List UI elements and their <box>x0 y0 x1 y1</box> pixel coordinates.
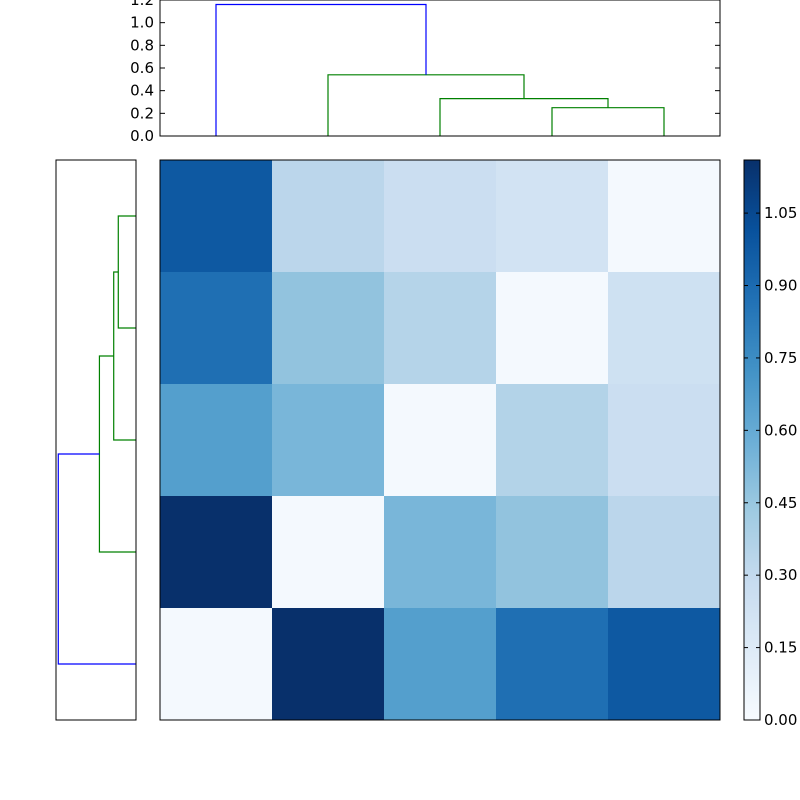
heatmap-cell <box>272 272 385 385</box>
heatmap-cell <box>384 160 497 273</box>
colorbar-tick-label: 0.75 <box>764 349 797 367</box>
heatmap <box>159 159 721 721</box>
top-dendrogram-link <box>551 107 665 136</box>
colorbar-gradient <box>744 160 760 720</box>
top-y-tick-label: 1.0 <box>130 14 154 32</box>
left-dendrogram-link <box>117 215 136 329</box>
top-dendrogram-y-axis: 0.0 0.2 0.4 0.6 0.8 1.0 1.2 <box>130 0 720 145</box>
colorbar-tick-label: 0.15 <box>764 639 797 657</box>
heatmap-cell <box>496 608 609 721</box>
left-dendrogram-link <box>98 355 136 553</box>
heatmap-cell <box>384 608 497 721</box>
heatmap-cell <box>272 608 385 721</box>
left-dendrogram-links <box>57 215 136 665</box>
heatmap-cell <box>272 160 385 273</box>
colorbar-frame <box>743 159 761 721</box>
top-dendrogram-link <box>215 3 427 136</box>
top-y-tick-label: 0.2 <box>130 104 154 122</box>
left-dendrogram-link <box>57 453 136 665</box>
colorbar-tick-label: 0.90 <box>764 277 797 295</box>
top-dendrogram-link <box>327 74 525 136</box>
colorbar-tick-label: 0.30 <box>764 566 797 584</box>
heatmap-cells <box>160 160 721 721</box>
heatmap-cell <box>384 384 497 497</box>
heatmap-cell <box>608 608 721 721</box>
heatmap-cell <box>160 384 273 497</box>
heatmap-cell <box>608 384 721 497</box>
left-dendrogram <box>55 159 137 721</box>
colorbar-tick-label: 0.60 <box>764 421 797 439</box>
top-y-tick-label: 1.2 <box>130 0 154 9</box>
heatmap-cell <box>272 496 385 609</box>
heatmap-cell <box>608 496 721 609</box>
heatmap-cell <box>608 272 721 385</box>
top-dendrogram: 0.0 0.2 0.4 0.6 0.8 1.0 1.2 <box>130 0 721 145</box>
left-dendrogram-link <box>113 271 136 441</box>
heatmap-cell <box>496 160 609 273</box>
colorbar: 0.00 0.15 0.30 0.45 0.60 0.75 0.90 1.05 <box>743 159 797 729</box>
colorbar-tick-label: 0.45 <box>764 494 797 512</box>
top-y-tick-label: 0.8 <box>130 36 154 54</box>
heatmap-cell <box>160 496 273 609</box>
top-y-tick-label: 0.0 <box>130 127 154 145</box>
heatmap-cell <box>384 272 497 385</box>
heatmap-cell <box>496 496 609 609</box>
heatmap-cell <box>160 608 273 721</box>
top-dendrogram-link <box>439 97 609 136</box>
heatmap-cell <box>608 160 721 273</box>
heatmap-cell <box>384 496 497 609</box>
top-y-tick-label: 0.6 <box>130 59 154 77</box>
heatmap-cell <box>272 384 385 497</box>
colorbar-tick-label: 0.00 <box>764 711 797 729</box>
heatmap-frame <box>159 159 721 721</box>
colorbar-ticks: 0.00 0.15 0.30 0.45 0.60 0.75 0.90 1.05 <box>744 204 797 729</box>
top-y-tick-label: 0.4 <box>130 82 154 100</box>
heatmap-cell <box>160 160 273 273</box>
heatmap-cell <box>160 272 273 385</box>
colorbar-tick-label: 1.05 <box>764 204 797 222</box>
heatmap-cell <box>496 272 609 385</box>
top-dendrogram-links <box>215 3 665 136</box>
left-dendrogram-frame <box>55 159 137 721</box>
heatmap-cell <box>496 384 609 497</box>
